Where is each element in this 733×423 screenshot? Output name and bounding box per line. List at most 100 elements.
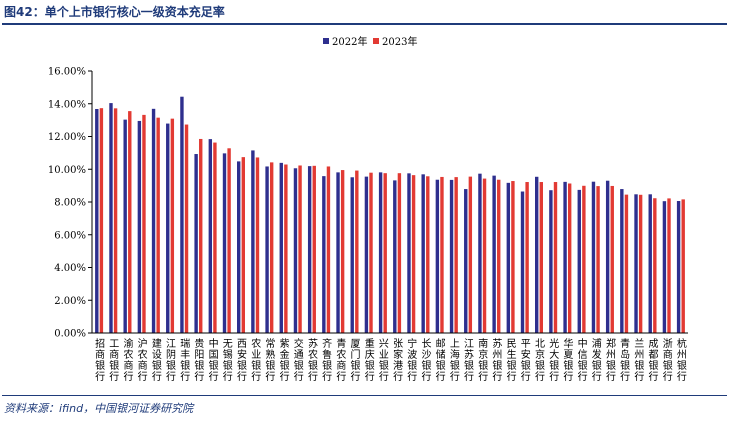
bar-2022 [293, 168, 298, 333]
bar-2022 [662, 201, 667, 333]
bar-2023 [213, 142, 217, 333]
legend-label: 2023年 [382, 35, 417, 48]
bar-2022 [605, 180, 610, 333]
x-tick-label: 厦门银行 [351, 338, 361, 383]
bar-2022 [620, 189, 624, 333]
bar-2023 [653, 198, 657, 333]
bar-2022 [421, 174, 425, 333]
x-tick-label: 招商银行 [95, 337, 105, 383]
x-tick-label: 成都银行 [649, 338, 659, 383]
bar-2023 [113, 108, 118, 334]
bar-2023 [241, 157, 245, 333]
x-tick-label: 苏农银行 [308, 337, 318, 383]
y-tick-label: 8.00% [54, 198, 86, 209]
bar-2022 [350, 177, 354, 333]
x-tick-label: 工商银行 [109, 339, 119, 383]
bar-2022 [478, 173, 482, 333]
bar-2022 [563, 181, 567, 333]
legend-label: 2022年 [332, 35, 367, 48]
bar-2022 [492, 175, 496, 333]
bar-2023 [539, 182, 543, 333]
bar-2022 [407, 173, 411, 333]
x-tick-label: 杭州银行 [677, 337, 687, 383]
title-divider [2, 23, 727, 25]
chart-legend: 2022年 2023年 [323, 35, 417, 48]
x-tick-label: 无锡银行 [223, 339, 233, 383]
bar-2022 [194, 154, 198, 333]
bar-2023 [497, 179, 501, 333]
x-tick-label: 北京银行 [535, 338, 545, 383]
bar-2022 [251, 150, 255, 333]
bar-2023 [184, 124, 189, 333]
bar-2023 [411, 175, 416, 333]
x-tick-label: 邮储银行 [436, 337, 446, 383]
x-tick-label: 贵阳银行 [194, 337, 204, 383]
bar-2022 [222, 153, 227, 333]
bar-2023 [681, 199, 685, 333]
bar-2023 [142, 114, 146, 333]
bar-2023 [99, 108, 104, 333]
bar-2023 [468, 176, 473, 333]
x-axis: 招商银行工商银行渝农商行沪农商行建设银行江阴银行瑞丰银行贵阳银行中国银行无锡银行… [92, 332, 688, 383]
bar-2023 [284, 164, 288, 333]
bar-2022 [449, 179, 454, 333]
legend-swatch [323, 38, 329, 44]
x-tick-label: 瑞丰银行 [180, 338, 190, 383]
x-tick-label: 光大银行 [549, 337, 559, 383]
x-tick-label: 民生银行 [507, 338, 517, 383]
bar-2023 [582, 185, 586, 333]
bar-2023 [199, 138, 203, 333]
x-tick-label: 西安银行 [237, 339, 247, 383]
bar-2022 [180, 96, 184, 334]
bar-2023 [667, 198, 671, 333]
x-tick-label: 长沙银行 [421, 338, 431, 383]
y-tick-label: 2.00% [54, 296, 86, 307]
x-tick-label: 宁波银行 [407, 337, 417, 383]
bar-2023 [440, 176, 444, 333]
bar-2023 [624, 194, 629, 333]
source-note: 资料来源：ifind，中国银河证券研究院 [4, 402, 194, 415]
bar-2023 [567, 183, 572, 333]
bar-2023 [298, 165, 302, 333]
bar-2022 [208, 139, 213, 333]
bar-2023 [383, 173, 387, 333]
bar-2022 [464, 189, 468, 333]
bar-group [95, 96, 685, 334]
x-tick-label: 上海银行 [450, 338, 460, 383]
bar-2023 [340, 170, 345, 333]
bar-2022 [137, 120, 142, 333]
x-tick-label: 重庆银行 [365, 337, 375, 383]
x-tick-label: 兴业银行 [379, 338, 389, 383]
bar-2023 [369, 172, 373, 333]
bar-2023 [596, 186, 600, 333]
bar-2022 [166, 123, 170, 333]
bar-2022 [549, 190, 553, 333]
y-tick-label: 14.00% [48, 99, 86, 110]
bar-2022 [237, 161, 241, 333]
bar-2022 [322, 176, 326, 333]
bar-2023 [482, 178, 487, 333]
x-tick-label: 郑州银行 [606, 337, 616, 383]
bar-2023 [156, 117, 160, 333]
x-tick-label: 紫金银行 [280, 338, 290, 383]
bar-2022 [336, 172, 340, 333]
x-tick-label: 张家港行 [393, 338, 403, 383]
y-axis: 0.00% 2.00% 4.00% 6.00% 8.00% 10.00% 12.00% 14.… [48, 67, 93, 340]
bar-2022 [435, 179, 440, 333]
bar-2022 [95, 108, 99, 334]
x-tick-label: 平安银行 [521, 339, 531, 383]
x-tick-label: 渝农商行 [123, 337, 133, 383]
bar-2022 [648, 194, 652, 333]
bar-2022 [634, 194, 638, 333]
y-tick-label: 4.00% [54, 263, 86, 274]
bar-2023 [638, 194, 643, 333]
bar-2023 [426, 176, 430, 333]
x-tick-label: 中信银行 [578, 337, 588, 383]
x-tick-label: 青农商行 [336, 337, 346, 383]
y-tick-label: 6.00% [54, 230, 86, 241]
bar-2023 [128, 111, 132, 334]
x-tick-label: 常熟银行 [265, 337, 275, 383]
x-tick-label: 华夏银行 [563, 337, 573, 383]
bar-2023 [227, 148, 231, 333]
x-tick-label: 交通银行 [294, 337, 304, 383]
